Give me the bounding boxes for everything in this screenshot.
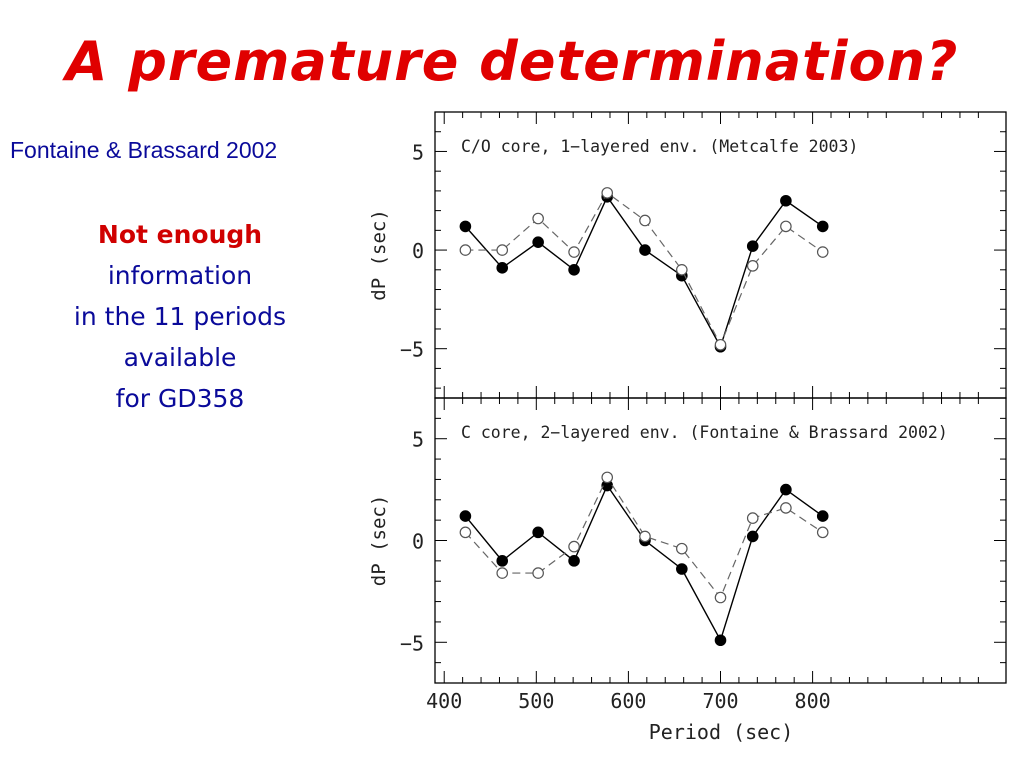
filled-circle-point bbox=[459, 510, 472, 522]
x-axis-label: Period (sec) bbox=[649, 720, 794, 744]
y-tick-label: 0 bbox=[412, 530, 424, 554]
filled-circle-point bbox=[532, 236, 544, 248]
filled-circle-point bbox=[676, 563, 688, 575]
series-dashed-line bbox=[464, 476, 824, 599]
x-tick-label: 800 bbox=[795, 689, 831, 713]
open-circle-point bbox=[532, 567, 544, 579]
y-axis-label: dP (sec) bbox=[368, 209, 390, 301]
open-circle-point bbox=[676, 263, 688, 276]
x-tick-label: 500 bbox=[518, 689, 554, 713]
note-line-2: in the 11 periods bbox=[73, 302, 287, 331]
note-line-3: available bbox=[123, 343, 237, 372]
note-text: Not enough information in the 11 periods… bbox=[30, 214, 330, 419]
open-circle-point bbox=[714, 591, 727, 604]
note-line-4: for GD358 bbox=[115, 384, 245, 413]
y-tick-label: −5 bbox=[400, 631, 424, 655]
filled-circle-point bbox=[780, 483, 792, 496]
open-circle-point bbox=[816, 526, 829, 539]
open-circle-point bbox=[676, 542, 688, 555]
open-circle-point bbox=[639, 214, 651, 227]
panel-title: C/O core, 1−layered env. (Metcalfe 2003) bbox=[461, 137, 858, 156]
filled-circle-point bbox=[639, 244, 651, 256]
note-line-1: information bbox=[107, 261, 253, 290]
series-solid-line bbox=[464, 484, 824, 643]
open-circle-point bbox=[568, 540, 580, 553]
open-circle-point bbox=[568, 246, 580, 258]
filled-circle-point bbox=[568, 263, 580, 276]
chart-panel-top: 5 0 −5 dP (sec) C/O core, 1−layered env. (Me… bbox=[368, 111, 1007, 399]
open-circle-point bbox=[816, 246, 829, 258]
open-circle-point bbox=[746, 512, 759, 524]
open-circle-point bbox=[532, 212, 544, 225]
open-circle-point bbox=[601, 187, 614, 199]
filled-circle-point bbox=[532, 526, 544, 539]
y-axis-label: dP (sec) bbox=[368, 495, 390, 587]
x-tick-label: 700 bbox=[702, 689, 738, 713]
open-circle-point bbox=[746, 260, 759, 272]
open-circle-point bbox=[459, 526, 472, 539]
note-emphasis: Not enough bbox=[97, 220, 263, 249]
open-circle-point bbox=[780, 502, 792, 514]
y-tick-label: 5 bbox=[412, 140, 424, 164]
filled-circle-point bbox=[816, 220, 829, 233]
filled-circle-point bbox=[496, 262, 509, 274]
open-circle-point bbox=[496, 567, 509, 579]
open-circle-point bbox=[496, 244, 509, 256]
filled-circle-point bbox=[746, 240, 759, 252]
filled-circle-point bbox=[780, 194, 792, 207]
filled-circle-point bbox=[496, 555, 509, 567]
open-circle-point bbox=[459, 244, 472, 256]
filled-circle-point bbox=[746, 530, 759, 543]
panel-title: C core, 2−layered env. (Fontaine & Brass… bbox=[461, 423, 948, 442]
y-tick-label: 5 bbox=[412, 428, 424, 452]
filled-circle-point bbox=[568, 555, 580, 567]
x-tick-label: 400 bbox=[426, 689, 462, 713]
y-tick-label: 0 bbox=[412, 239, 424, 263]
filled-circle-point bbox=[459, 220, 472, 233]
y-tick-label: −5 bbox=[400, 338, 424, 362]
filled-circle-point bbox=[714, 634, 727, 647]
open-circle-point bbox=[639, 530, 651, 543]
citation: Fontaine & Brassard 2002 bbox=[10, 137, 278, 163]
chart-panel-bottom: 5 0 −5 dP (sec) C core, 2−layered env. (Font… bbox=[368, 397, 1007, 744]
open-circle-point bbox=[780, 220, 792, 233]
filled-circle-point bbox=[816, 510, 829, 522]
x-tick-label: 600 bbox=[610, 689, 646, 713]
open-circle-point bbox=[601, 471, 614, 484]
slide-title: A premature determination? bbox=[65, 30, 959, 93]
open-circle-point bbox=[714, 338, 727, 351]
